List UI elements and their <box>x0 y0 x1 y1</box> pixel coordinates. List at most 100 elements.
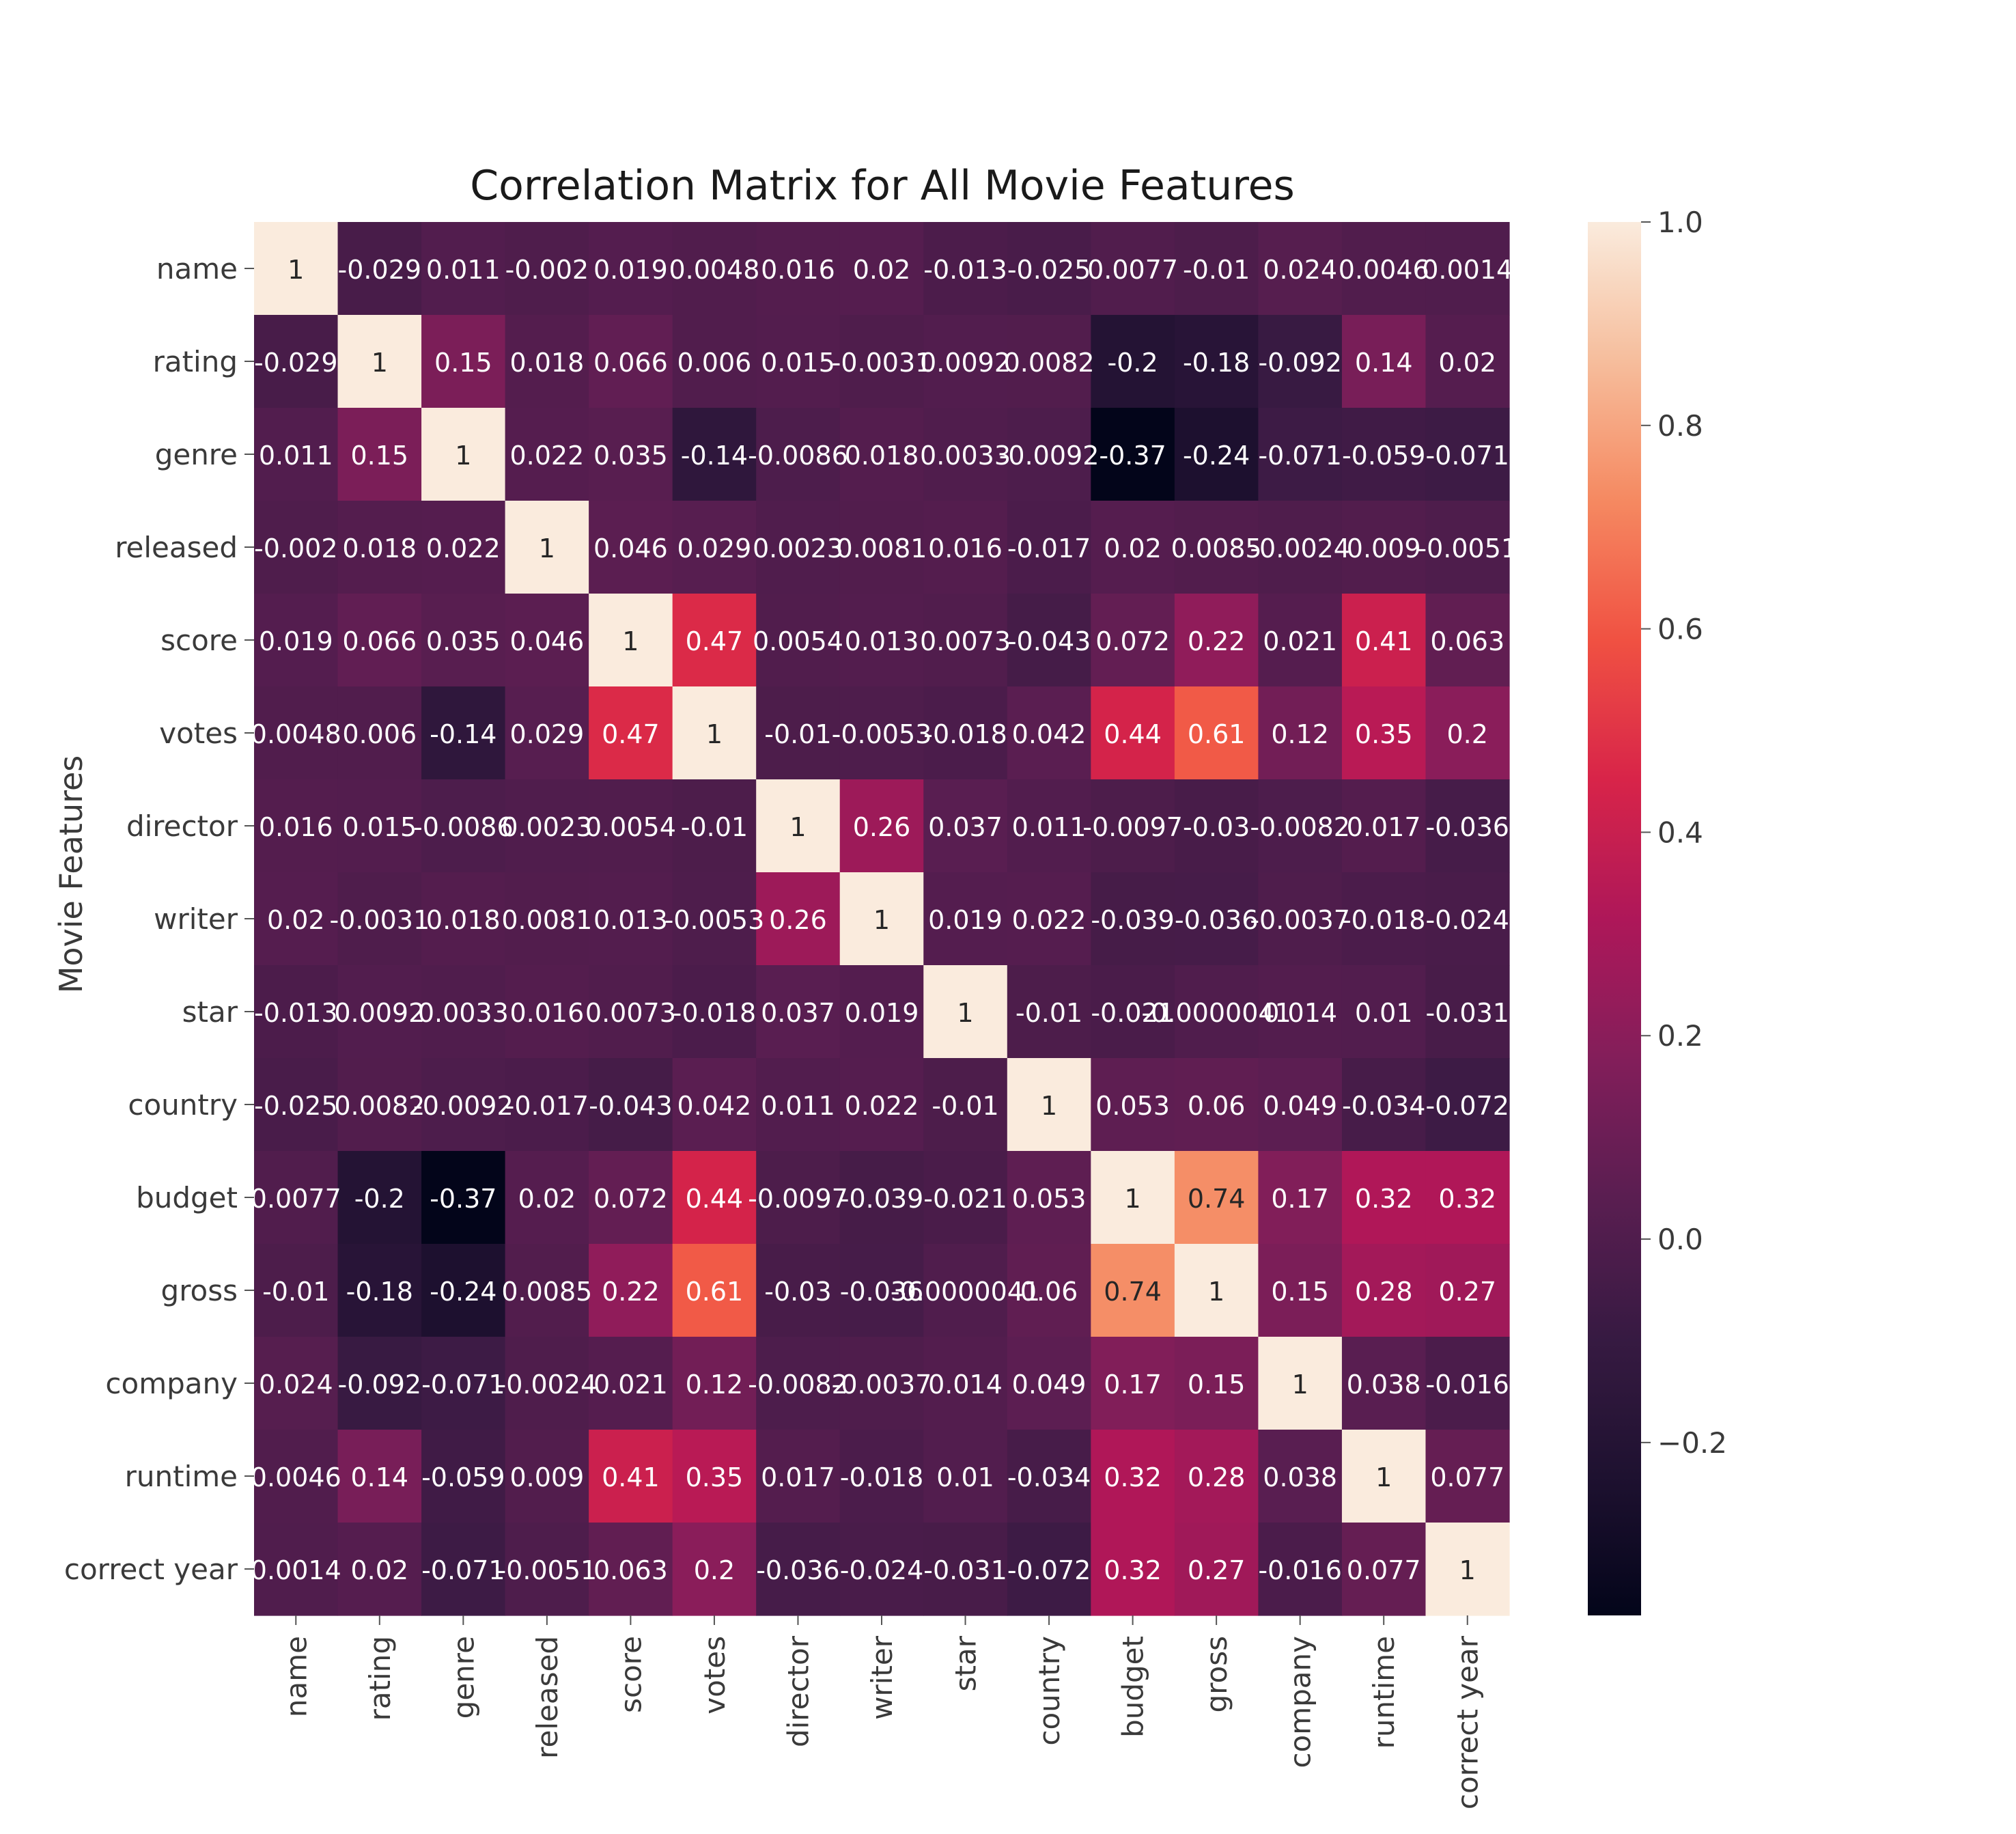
heatmap-cell <box>421 1430 506 1523</box>
heatmap-cell <box>589 315 673 408</box>
cell-value-label: 0.0077 <box>1087 255 1178 285</box>
heatmap-cell <box>1174 408 1259 501</box>
cell-value-label: 0.0082 <box>1004 348 1095 378</box>
cell-value-label: 0.035 <box>593 441 668 471</box>
cell-value-label: 0.019 <box>845 998 919 1028</box>
cell-value-label: 0.0014 <box>251 1555 341 1585</box>
cell-value-label: 1 <box>1292 1370 1308 1400</box>
cell-value-label: 0.046 <box>593 533 668 564</box>
heatmap-cell <box>505 1337 589 1430</box>
heatmap-cell <box>1091 222 1175 316</box>
cell-value-label: -0.021 <box>923 1184 1007 1214</box>
cell-value-label: 0.009 <box>509 1462 584 1492</box>
cell-value-label: 0.35 <box>1355 719 1413 749</box>
heatmap-cell <box>1425 1337 1510 1430</box>
heatmap-cell <box>672 408 757 501</box>
heatmap-cell-labels: 1 -0.029 0.011 -0.002 0.019 0.0048 0.016 0.02 -0… <box>251 255 1517 1585</box>
heatmap-cell <box>1091 1523 1175 1616</box>
cell-value-label: 0.32 <box>1355 1184 1413 1214</box>
heatmap-cell <box>1258 686 1343 780</box>
heatmap-cell <box>1341 872 1427 966</box>
cell-value-label: 0.2 <box>1447 719 1488 749</box>
cell-value-label: 0.02 <box>518 1184 576 1214</box>
colorbar-tick-label: 0.8 <box>1657 409 1703 443</box>
heatmap-cell <box>672 1523 757 1616</box>
cell-value-label: 0.038 <box>1263 1462 1337 1492</box>
heatmap-cell <box>1174 686 1259 780</box>
cell-value-label: 0.12 <box>1271 719 1329 749</box>
heatmap-cell <box>421 408 506 501</box>
heatmap-cell <box>589 501 673 594</box>
heatmap-cell <box>1007 686 1091 780</box>
cell-value-label: 0.011 <box>426 255 501 285</box>
x-tick-label: score <box>614 1636 647 1713</box>
cell-value-label: 0.35 <box>686 1462 744 1492</box>
heatmap-cell <box>1425 594 1510 687</box>
cell-value-label: 0.61 <box>686 1277 744 1307</box>
heatmap-cell <box>1174 779 1259 873</box>
heatmap-cell <box>756 222 841 316</box>
heatmap-cell <box>839 1151 924 1245</box>
cell-value-label: 0.27 <box>1188 1555 1246 1585</box>
cell-value-label: 0.47 <box>686 626 744 656</box>
cell-value-label: 0.037 <box>761 998 835 1028</box>
heatmap-cell <box>337 594 422 687</box>
heatmap-cell <box>421 222 506 316</box>
cell-value-label: -0.0031 <box>329 905 430 935</box>
heatmap-cell <box>337 1523 422 1616</box>
cell-value-label: 0.06 <box>1188 1091 1246 1121</box>
heatmap-cell <box>589 1058 673 1152</box>
cell-value-label: 0.0023 <box>501 812 592 842</box>
heatmap-cell <box>923 1337 1008 1430</box>
heatmap-cell <box>1341 779 1427 873</box>
cell-value-label: 0.035 <box>426 626 501 656</box>
cell-value-label: -0.01 <box>932 1091 998 1121</box>
heatmap-cell <box>839 686 924 780</box>
cell-value-label: 0.018 <box>426 905 501 935</box>
heatmap-cell <box>1425 872 1510 966</box>
cell-value-label: 0.018 <box>845 441 919 471</box>
heatmap-cell <box>756 408 841 501</box>
heatmap-cell <box>337 222 422 316</box>
cell-value-label: 1 <box>873 905 890 935</box>
cell-value-label: 0.41 <box>602 1462 660 1492</box>
cell-value-label: -0.043 <box>589 1091 673 1121</box>
heatmap-cell <box>756 686 841 780</box>
cell-value-label: -0.0082 <box>1250 812 1350 842</box>
y-tick-label: correct year <box>64 1553 238 1586</box>
x-tick-label: released <box>531 1636 564 1759</box>
cell-value-label: -0.0092 <box>999 441 1100 471</box>
colorbar-gradient <box>1588 222 1641 1615</box>
cell-value-label: 0.014 <box>1263 998 1337 1028</box>
cell-value-label: 0.014 <box>928 1370 1003 1400</box>
heatmap-cell <box>337 315 422 408</box>
cell-value-label: 0.063 <box>1430 626 1504 656</box>
heatmap-cell <box>839 872 924 966</box>
heatmap-cell <box>421 594 506 687</box>
heatmap-cell <box>923 779 1008 873</box>
colorbar-tick-label: 0.6 <box>1657 613 1703 646</box>
heatmap-cell <box>1341 1430 1427 1523</box>
cell-value-label: 1 <box>539 533 555 564</box>
heatmap-cell <box>839 315 924 408</box>
heatmap-cell <box>254 594 339 687</box>
cell-value-label: -0.092 <box>338 1370 422 1400</box>
cell-value-label: 0.019 <box>928 905 1003 935</box>
cell-value-label: -0.018 <box>1342 905 1426 935</box>
heatmap-cell <box>589 686 673 780</box>
heatmap-cell <box>421 872 506 966</box>
cell-value-label: 0.072 <box>1095 626 1170 656</box>
cell-value-label: 0.0046 <box>1339 255 1429 285</box>
cell-value-label: -0.034 <box>1342 1091 1426 1121</box>
x-tick-label: country <box>1033 1636 1066 1746</box>
cell-value-label: 0.01 <box>936 1462 994 1492</box>
y-tick-label: country <box>128 1088 238 1122</box>
x-tick-label: budget <box>1117 1636 1150 1738</box>
y-tick-label: star <box>182 995 238 1029</box>
heatmap-cell <box>1174 1244 1259 1337</box>
cell-value-label: -0.37 <box>430 1184 496 1214</box>
cell-value-label: -0.024 <box>1425 905 1509 935</box>
heatmap-cell <box>1007 1430 1091 1523</box>
heatmap-cell <box>1174 965 1259 1059</box>
heatmap-cell <box>756 1523 841 1616</box>
